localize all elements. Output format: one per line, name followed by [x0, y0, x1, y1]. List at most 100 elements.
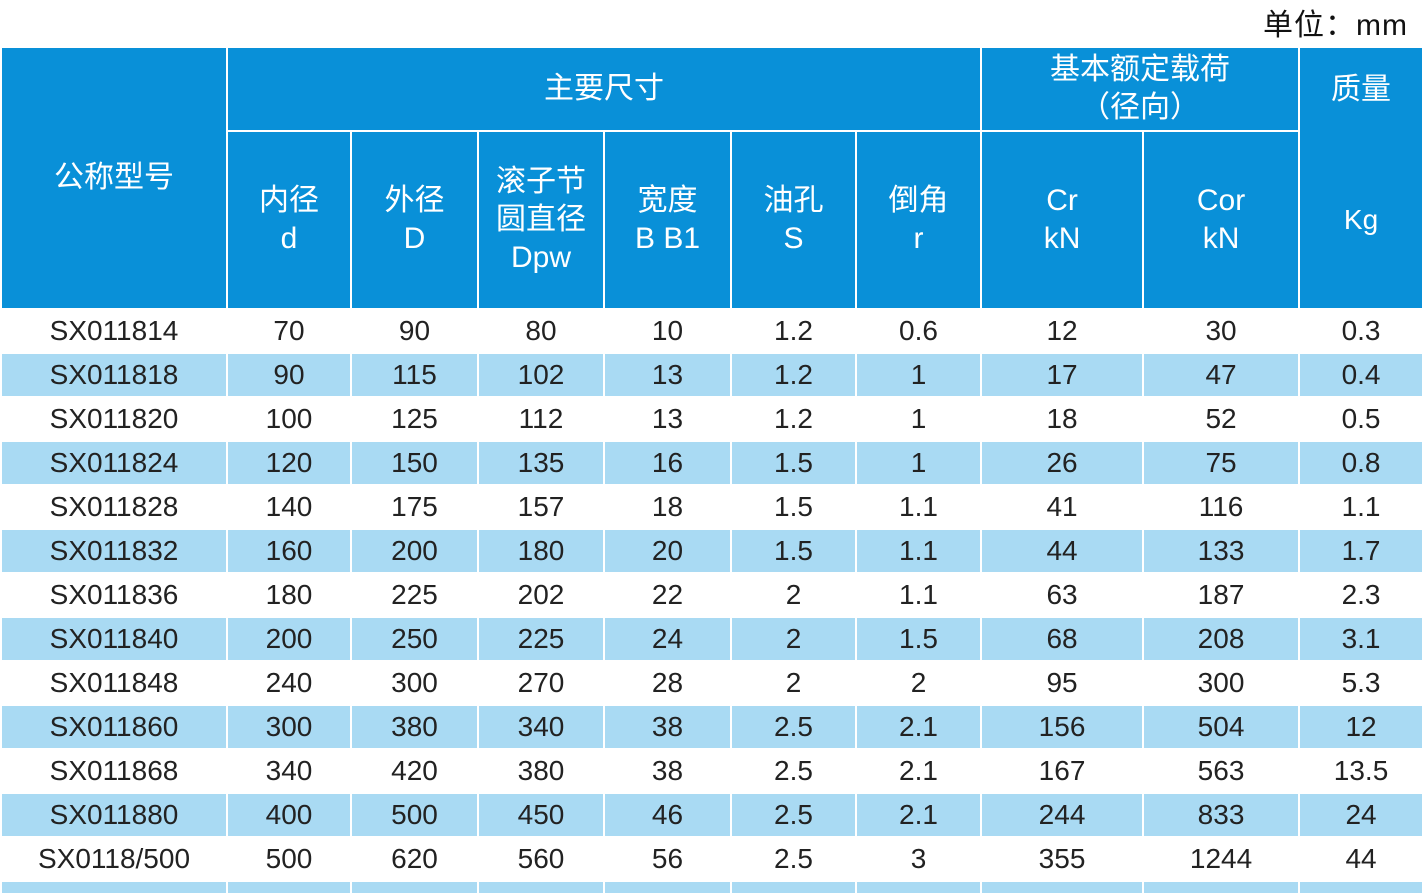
- unit-label: 单位：mm: [1263, 9, 1408, 42]
- value-cell: 175: [352, 486, 477, 528]
- value-cell: 450: [479, 794, 603, 836]
- model-cell: SX011836: [2, 574, 226, 616]
- value-cell: [732, 882, 855, 893]
- header-mass-unit: Kg: [1343, 204, 1379, 235]
- value-cell: 90: [352, 310, 477, 352]
- value-cell: 1.7: [1300, 530, 1423, 572]
- value-cell: 0.5: [1300, 398, 1423, 440]
- value-cell: 225: [479, 618, 603, 660]
- value-cell: 22: [605, 574, 730, 616]
- value-cell: 52: [1144, 398, 1299, 440]
- value-cell: 200: [228, 618, 350, 660]
- header-oil-hole: 油孔 S: [732, 132, 855, 308]
- value-cell: 1: [857, 354, 981, 396]
- header-main-dimensions: 主要尺寸: [228, 48, 981, 130]
- value-cell: 0.6: [857, 310, 981, 352]
- value-cell: 1.5: [732, 486, 855, 528]
- value-cell: 44: [982, 530, 1143, 572]
- header-sub-line: Cr: [1046, 184, 1078, 217]
- table-row: SX011868 340 420 380 38 2.5 2.1 167 563 13.5: [2, 750, 1423, 792]
- model-cell: SX0118/500: [2, 838, 226, 880]
- value-cell: 133: [1144, 530, 1299, 572]
- value-cell: 41: [982, 486, 1143, 528]
- value-cell: 2.1: [857, 794, 981, 836]
- value-cell: 3: [857, 838, 981, 880]
- model-cell: SX011840: [2, 618, 226, 660]
- value-cell: 500: [228, 838, 350, 880]
- header-sub-line: 滚子节: [496, 165, 586, 198]
- value-cell: 250: [352, 618, 477, 660]
- value-cell: 300: [352, 662, 477, 704]
- value-cell: 24: [1300, 794, 1423, 836]
- header-chamfer: 倒角 r: [857, 132, 981, 308]
- value-cell: [605, 882, 730, 893]
- table-row: SX011840 200 250 225 24 2 1.5 68 208 3.1: [2, 618, 1423, 660]
- value-cell: 140: [228, 486, 350, 528]
- table-row: SX011818 90 115 102 13 1.2 1 17 47 0.4: [2, 354, 1423, 396]
- value-cell: 167: [982, 750, 1143, 792]
- value-cell: 180: [479, 530, 603, 572]
- value-cell: 400: [228, 794, 350, 836]
- value-cell: 208: [1144, 618, 1299, 660]
- value-cell: 1.1: [857, 486, 981, 528]
- header-roller-pitch-diameter: 滚子节 圆直径 Dpw: [479, 132, 603, 308]
- model-cell: SX011820: [2, 398, 226, 440]
- value-cell: 56: [605, 838, 730, 880]
- value-cell: 340: [228, 750, 350, 792]
- value-cell: 2.5: [732, 750, 855, 792]
- value-cell: 18: [605, 486, 730, 528]
- value-cell: 0.4: [1300, 354, 1423, 396]
- value-cell: 504: [1144, 706, 1299, 748]
- value-cell: 10: [605, 310, 730, 352]
- header-sub-line: Cor: [1196, 184, 1246, 217]
- value-cell: 380: [352, 706, 477, 748]
- value-cell: 68: [982, 618, 1143, 660]
- value-cell: 2: [732, 574, 855, 616]
- value-cell: 24: [605, 618, 730, 660]
- value-cell: 46: [605, 794, 730, 836]
- header-outer-diameter: 外径 D: [352, 132, 477, 308]
- value-cell: 150: [352, 442, 477, 484]
- header-sub-line: 圆直径: [496, 203, 586, 236]
- value-cell: 0.8: [1300, 442, 1423, 484]
- value-cell: 1.2: [732, 310, 855, 352]
- value-cell: 28: [605, 662, 730, 704]
- model-cell: SX011860: [2, 706, 226, 748]
- value-cell: 2.3: [1300, 574, 1423, 616]
- value-cell: 833: [1144, 794, 1299, 836]
- value-cell: 202: [479, 574, 603, 616]
- value-cell: 47: [1144, 354, 1299, 396]
- model-cell: SX011832: [2, 530, 226, 572]
- table-row-partial: [2, 882, 1423, 893]
- header-sub-line: S: [783, 222, 804, 255]
- value-cell: [982, 882, 1143, 893]
- value-cell: 2: [732, 618, 855, 660]
- value-cell: 70: [228, 310, 350, 352]
- value-cell: 13: [605, 398, 730, 440]
- model-cell: SX011828: [2, 486, 226, 528]
- value-cell: [352, 882, 477, 893]
- header-basic-load-line1: 基本额定载荷: [1050, 53, 1231, 86]
- value-cell: 26: [982, 442, 1143, 484]
- value-cell: 63: [982, 574, 1143, 616]
- table-row: SX011832 160 200 180 20 1.5 1.1 44 133 1.7: [2, 530, 1423, 572]
- value-cell: 1.2: [732, 354, 855, 396]
- value-cell: 244: [982, 794, 1143, 836]
- value-cell: 2.5: [732, 838, 855, 880]
- value-cell: 115: [352, 354, 477, 396]
- value-cell: 2: [732, 662, 855, 704]
- header-cr: Cr kN: [982, 132, 1143, 308]
- table-wrap: 公称型号 主要尺寸 基本额定载荷 （径向） 质量 Kg 内径 d 外径 D 滚子节 圆直径…: [0, 46, 1424, 893]
- header-mass-inner: 质量 Kg: [1300, 48, 1422, 308]
- value-cell: 12: [982, 310, 1143, 352]
- value-cell: 2.1: [857, 706, 981, 748]
- header-sub-line: 宽度: [637, 184, 698, 217]
- value-cell: 125: [352, 398, 477, 440]
- header-cor: Cor kN: [1144, 132, 1299, 308]
- header-basic-load: 基本额定载荷 （径向）: [982, 48, 1299, 130]
- model-cell: SX011848: [2, 662, 226, 704]
- header-mass: 质量 Kg: [1300, 48, 1423, 308]
- table-row: SX011828 140 175 157 18 1.5 1.1 41 116 1.1: [2, 486, 1423, 528]
- table-row: SX011824 120 150 135 16 1.5 1 26 75 0.8: [2, 442, 1423, 484]
